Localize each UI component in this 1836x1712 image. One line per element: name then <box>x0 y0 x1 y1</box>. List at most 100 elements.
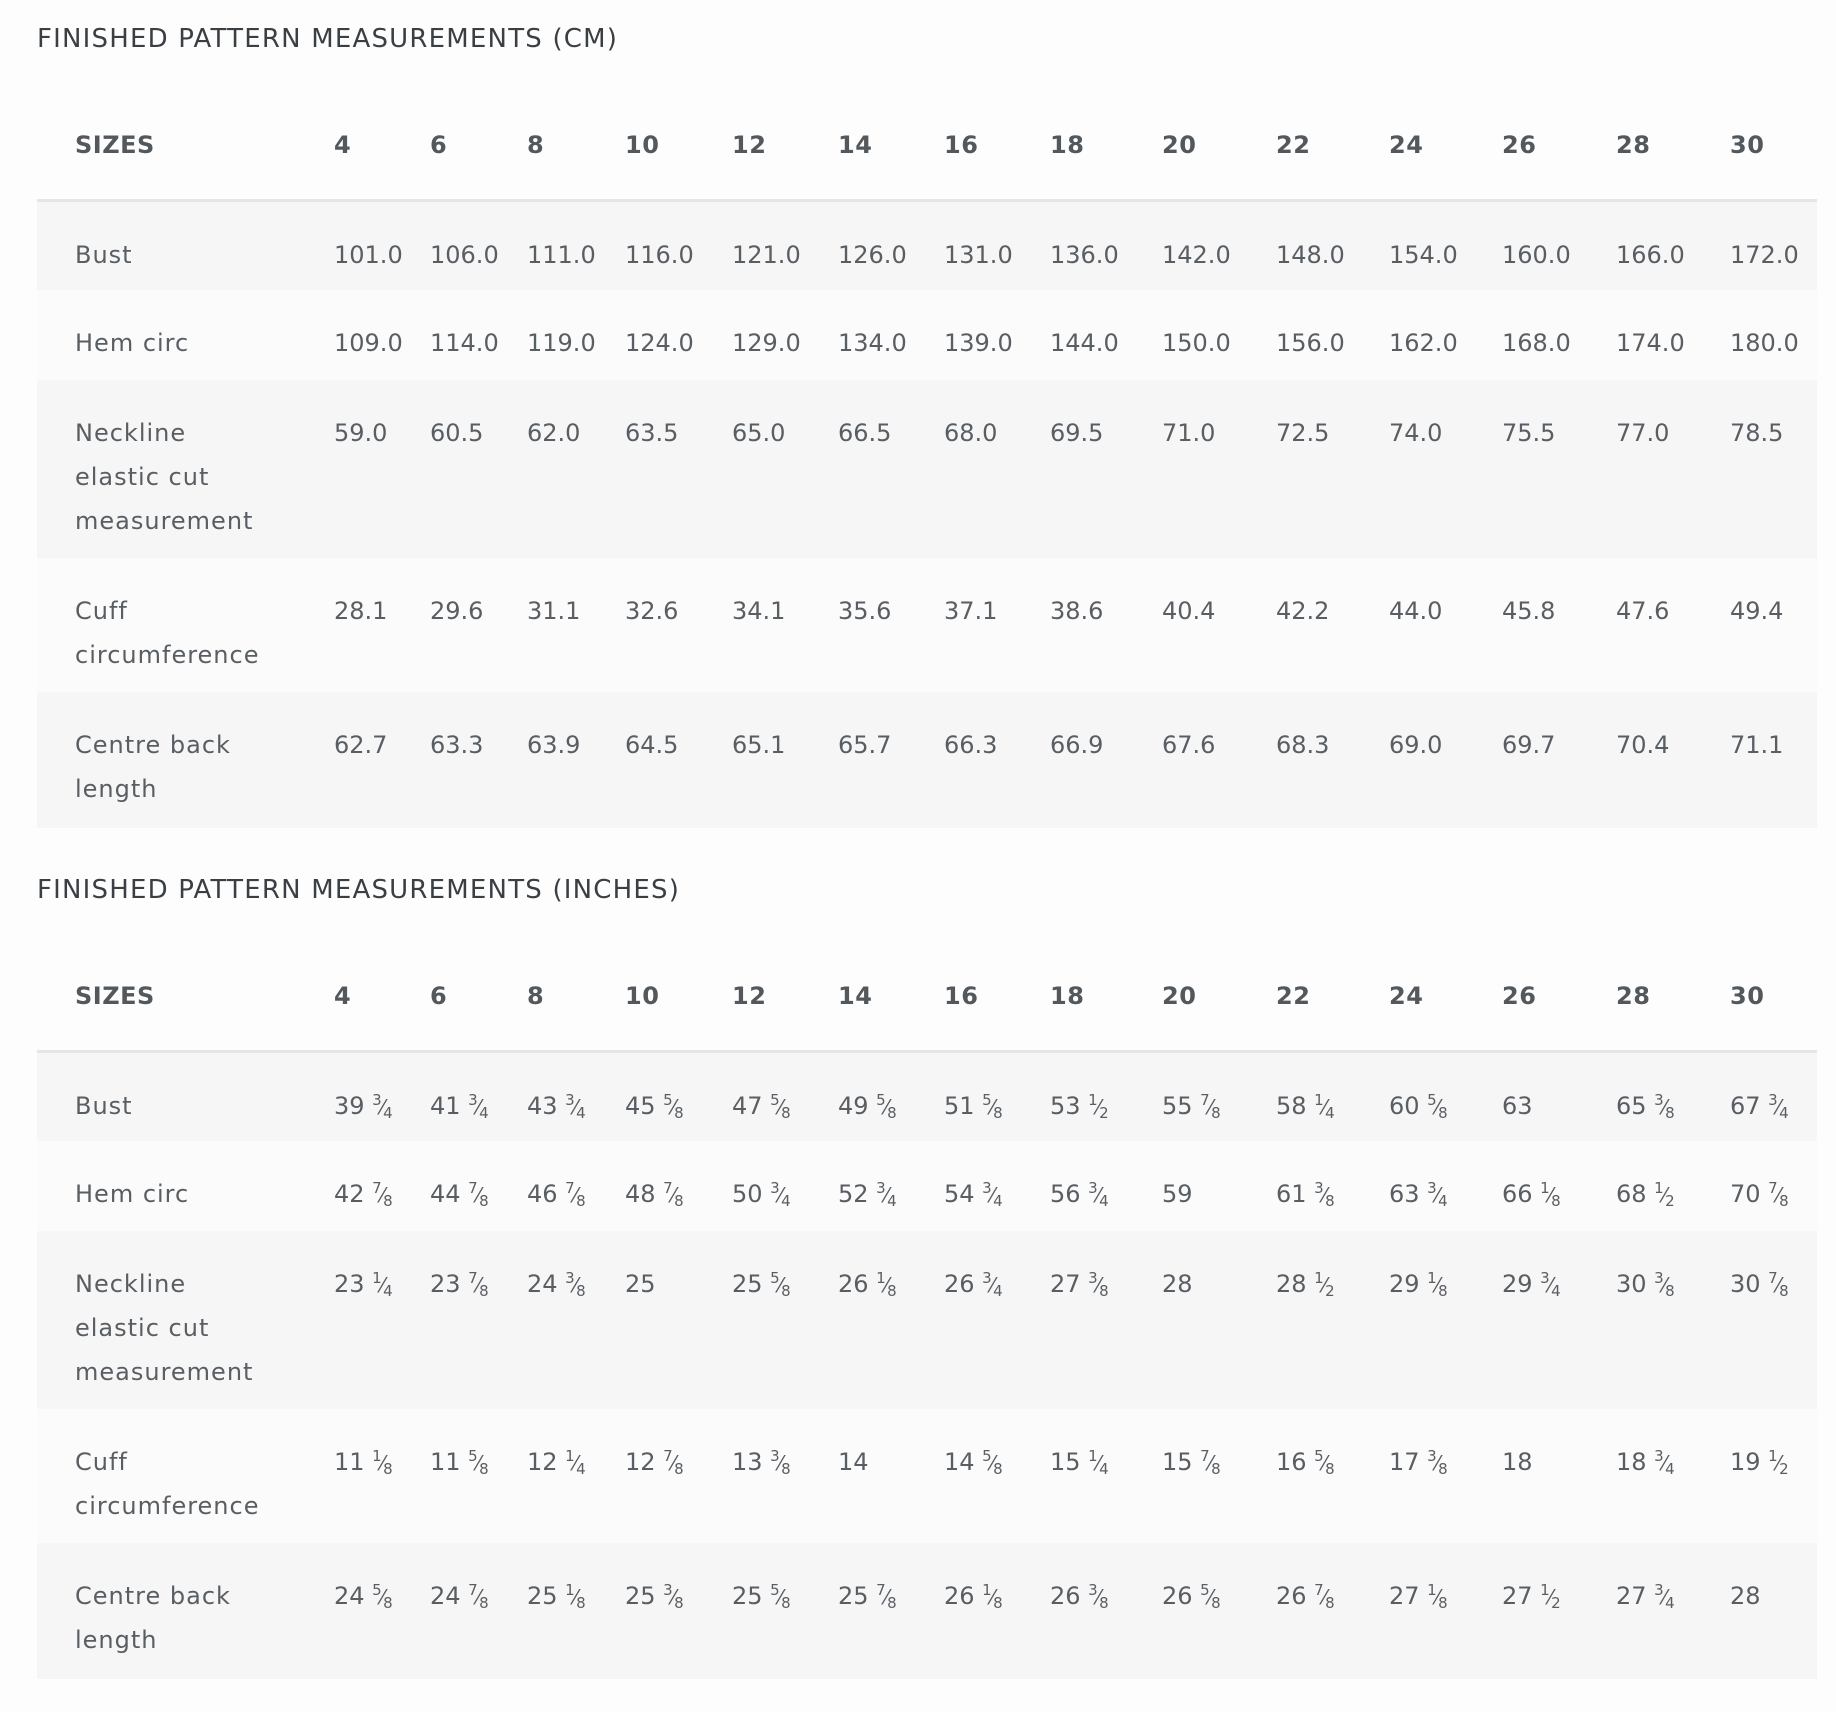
table-cell: 27 3⁄8 <box>1050 1269 1109 1300</box>
table-cell: 12 7⁄8 <box>625 1447 684 1478</box>
table-cell: 111.0 <box>527 240 596 269</box>
table-cell: 51 5⁄8 <box>944 1090 1003 1122</box>
row-label: Cuff circumference <box>37 558 334 692</box>
table-row: Cuff circumference 28.1 29.6 31.1 32.6 34.1 35.… <box>37 558 1817 692</box>
row-label: Centre back length <box>37 1543 334 1679</box>
table-cell: 150.0 <box>1162 329 1231 357</box>
table-cell: 67 3⁄4 <box>1730 1090 1789 1122</box>
table-cell: 114.0 <box>430 329 499 357</box>
table-cell: 25 <box>625 1270 656 1298</box>
table-cell: 148.0 <box>1276 240 1345 269</box>
table-cell: 71.1 <box>1730 731 1784 759</box>
row-label-line: length <box>75 775 158 803</box>
table-row: Cuff circumference 11 1⁄8 11 5⁄8 12 1⁄4 12 7⁄… <box>37 1409 1817 1543</box>
table-cell: 15 1⁄4 <box>1050 1447 1109 1478</box>
size-header-8: 8 <box>527 982 545 1011</box>
table-cell: 47 5⁄8 <box>732 1090 791 1122</box>
table-cell: 26 3⁄8 <box>1050 1581 1109 1612</box>
table-cell: 63 3⁄4 <box>1389 1179 1448 1210</box>
table-cell: 168.0 <box>1502 329 1571 357</box>
size-header-16: 16 <box>944 982 979 1011</box>
table-cell: 49 5⁄8 <box>838 1090 897 1122</box>
row-label-line: circumference <box>75 1492 260 1520</box>
table-cell: 78.5 <box>1730 419 1784 447</box>
table-cell: 68 1⁄2 <box>1616 1179 1675 1210</box>
table-cell: 41 3⁄4 <box>430 1090 489 1122</box>
table-cell: 67.6 <box>1162 731 1216 759</box>
table-cell: 19 1⁄2 <box>1730 1447 1789 1478</box>
size-header-4: 4 <box>334 131 352 160</box>
inch-section-title: FINISHED PATTERN MEASUREMENTS (INCHES) <box>37 875 681 905</box>
table-cell: 69.5 <box>1050 419 1104 447</box>
size-header-28: 28 <box>1616 982 1651 1011</box>
table-cell: 37.1 <box>944 597 998 625</box>
table-cell: 42 7⁄8 <box>334 1179 393 1210</box>
size-header-18: 18 <box>1050 982 1085 1011</box>
size-header-8: 8 <box>527 131 545 160</box>
table-cell: 70 7⁄8 <box>1730 1179 1789 1210</box>
table-cell: 60.5 <box>430 419 484 447</box>
table-row: Neckline elastic cut measurement 59.0 60.5 62… <box>37 380 1817 558</box>
table-cell: 63.9 <box>527 731 581 759</box>
table-cell: 34.1 <box>732 597 786 625</box>
table-cell: 46 7⁄8 <box>527 1179 586 1210</box>
table-cell: 30 3⁄8 <box>1616 1269 1675 1300</box>
size-header-12: 12 <box>732 131 767 160</box>
table-cell: 43 3⁄4 <box>527 1090 586 1122</box>
size-header-10: 10 <box>625 982 660 1011</box>
row-label-line: Bust <box>75 240 133 269</box>
table-cell: 61 3⁄8 <box>1276 1179 1335 1210</box>
table-cell: 66.3 <box>944 731 998 759</box>
table-cell: 66 1⁄8 <box>1502 1179 1561 1210</box>
table-cell: 116.0 <box>625 240 694 269</box>
table-cell: 134.0 <box>838 329 907 357</box>
sizes-header: SIZES <box>75 982 155 1011</box>
table-cell: 44.0 <box>1389 597 1443 625</box>
table-cell: 66.9 <box>1050 731 1104 759</box>
size-header-20: 20 <box>1162 982 1197 1011</box>
table-cell: 13 3⁄8 <box>732 1447 791 1478</box>
table-cell: 38.6 <box>1050 597 1104 625</box>
table-cell: 27 1⁄8 <box>1389 1581 1448 1612</box>
table-cell: 26 7⁄8 <box>1276 1581 1335 1612</box>
size-header-30: 30 <box>1730 982 1765 1011</box>
table-cell: 69.0 <box>1389 731 1443 759</box>
table-cell: 25 5⁄8 <box>732 1581 791 1612</box>
table-cell: 48 7⁄8 <box>625 1179 684 1210</box>
table-cell: 172.0 <box>1730 240 1799 269</box>
header-row: SIZES 4 6 8 10 12 14 16 18 20 22 24 26 28 30 <box>37 943 1817 1051</box>
cm-measurements-table: SIZES 4 6 8 10 12 14 16 18 20 22 24 26 28 30 Bust 101.0… <box>37 92 1817 828</box>
table-cell: 162.0 <box>1389 329 1458 357</box>
table-cell: 180.0 <box>1730 329 1799 357</box>
row-label-line: Cuff <box>75 597 128 625</box>
row-label-line: measurement <box>75 1358 254 1386</box>
size-header-14: 14 <box>838 131 873 160</box>
table-cell: 106.0 <box>430 240 499 269</box>
table-cell: 28.1 <box>334 597 388 625</box>
size-header-24: 24 <box>1389 982 1424 1011</box>
size-header-6: 6 <box>430 131 448 160</box>
table-cell: 56 3⁄4 <box>1050 1179 1109 1210</box>
row-label-line: Centre back <box>75 1582 231 1610</box>
table-cell: 17 3⁄8 <box>1389 1447 1448 1478</box>
table-cell: 52 3⁄4 <box>838 1179 897 1210</box>
table-cell: 71.0 <box>1162 419 1216 447</box>
table-cell: 49.4 <box>1730 597 1784 625</box>
size-header-26: 26 <box>1502 131 1537 160</box>
table-cell: 28 <box>1730 1582 1761 1610</box>
table-cell: 25 5⁄8 <box>732 1269 791 1300</box>
table-cell: 131.0 <box>944 240 1013 269</box>
size-header-12: 12 <box>732 982 767 1011</box>
row-label-line: Neckline <box>75 419 187 447</box>
row-label: Bust <box>37 1051 334 1141</box>
table-cell: 75.5 <box>1502 419 1556 447</box>
table-cell: 32.6 <box>625 597 679 625</box>
row-label-line: Centre back <box>75 731 231 759</box>
size-header-16: 16 <box>944 131 979 160</box>
table-cell: 24 7⁄8 <box>430 1581 489 1612</box>
table-cell: 27 3⁄4 <box>1616 1581 1675 1612</box>
size-header-22: 22 <box>1276 982 1311 1011</box>
table-cell: 68.0 <box>944 419 998 447</box>
row-label: Neckline elastic cut measurement <box>37 1231 334 1409</box>
size-header-6: 6 <box>430 982 448 1011</box>
